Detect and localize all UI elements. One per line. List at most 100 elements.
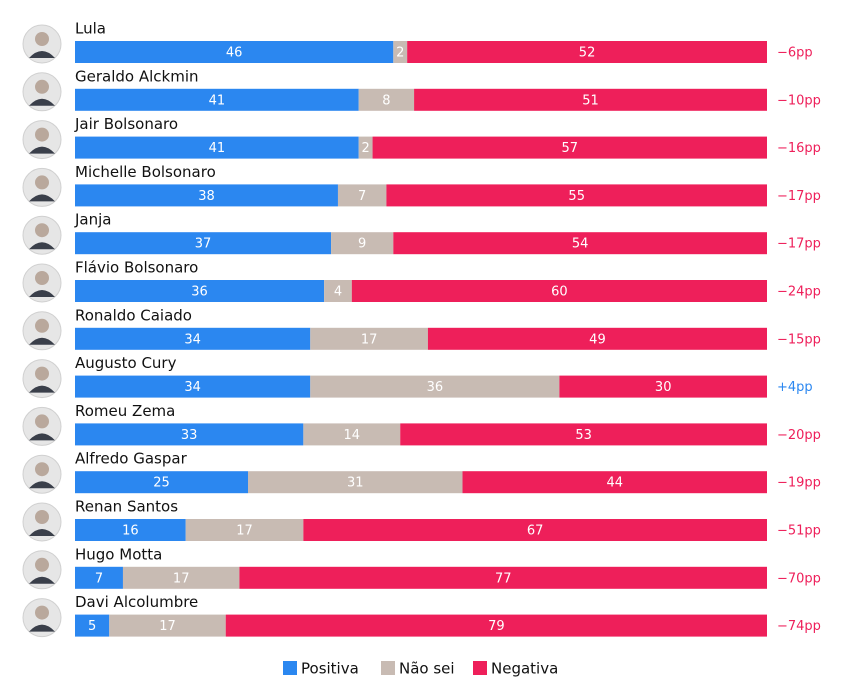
candidate-name: Alfredo Gaspar — [75, 450, 188, 468]
net-label: −70pp — [777, 571, 821, 586]
avatar-body — [29, 337, 55, 345]
bar-segment — [239, 566, 767, 589]
avatar-head — [35, 557, 49, 572]
data-label: 30 — [655, 380, 672, 395]
candidate-name: Hugo Motta — [75, 545, 162, 563]
bar-segment — [75, 519, 186, 541]
data-label: 7 — [95, 571, 103, 586]
data-label: 51 — [582, 93, 599, 108]
bar-segment — [407, 41, 767, 63]
legend-label: Positiva — [301, 660, 359, 678]
bar-segment — [75, 232, 332, 255]
bar-segment — [337, 184, 387, 207]
candidate-name: Renan Santos — [75, 498, 178, 516]
avatar-body — [29, 576, 55, 584]
candidate-name: Flávio Bolsonaro — [75, 259, 198, 277]
bar-segment — [75, 375, 311, 398]
data-label: 17 — [361, 332, 378, 347]
avatar-body — [29, 146, 55, 154]
avatar-body — [29, 385, 55, 393]
avatar-head — [35, 414, 49, 429]
avatar-head — [35, 510, 49, 524]
bar-segment — [75, 566, 123, 589]
data-label: 14 — [344, 428, 361, 443]
bar-segment — [248, 471, 463, 494]
data-label: 41 — [209, 141, 226, 156]
bar-segment — [122, 566, 240, 589]
candidate-name: Jair Bolsonaro — [74, 115, 178, 133]
legend-label: Não sei — [399, 660, 455, 678]
avatar-body — [29, 51, 55, 58]
data-label: 17 — [159, 619, 176, 634]
net-label: −17pp — [777, 189, 821, 204]
data-label: 52 — [579, 46, 596, 61]
net-label: −6pp — [777, 46, 813, 61]
data-label: 34 — [184, 380, 201, 395]
data-label: 55 — [568, 189, 585, 204]
bar-segment — [393, 41, 408, 63]
data-label: 41 — [209, 93, 226, 108]
avatar-head — [35, 175, 49, 190]
avatar-head — [35, 223, 49, 238]
avatar-head — [35, 127, 49, 142]
candidate-name: Davi Alcolumbre — [75, 593, 198, 611]
avatar-body — [29, 242, 55, 250]
candidate-name: Lula — [75, 20, 106, 38]
bar-segment — [310, 375, 560, 398]
avatar-head — [35, 366, 49, 381]
data-label: 36 — [191, 285, 208, 300]
data-label: 31 — [347, 476, 364, 491]
data-label: 79 — [488, 619, 505, 634]
avatar-body — [29, 194, 55, 202]
candidate-name: Ronaldo Caiado — [75, 306, 192, 324]
data-label: 36 — [427, 380, 444, 395]
bar-segment — [75, 423, 304, 446]
data-label: 9 — [358, 237, 366, 252]
avatar-body — [29, 433, 55, 441]
bar-segment — [462, 471, 767, 494]
legend-label: Negativa — [491, 660, 558, 678]
bar-segment — [75, 88, 359, 111]
legend-swatch — [473, 661, 487, 675]
bar-segment — [75, 136, 359, 159]
net-label: −51pp — [777, 524, 821, 539]
bar-segment — [75, 41, 394, 63]
avatar-body — [29, 290, 55, 297]
data-label: 46 — [226, 46, 243, 61]
bar-segment — [358, 88, 415, 111]
net-label: −15pp — [777, 332, 821, 347]
data-label: 7 — [358, 189, 366, 204]
net-label: −74pp — [777, 619, 821, 634]
data-label: 4 — [334, 285, 342, 300]
bar-segment — [331, 232, 394, 255]
data-label: 60 — [551, 285, 568, 300]
data-label: 77 — [495, 571, 512, 586]
data-label: 67 — [527, 524, 544, 539]
net-label: −24pp — [777, 285, 821, 300]
data-label: 25 — [153, 476, 170, 491]
avatar-head — [35, 32, 49, 46]
avatar-body — [29, 529, 55, 536]
bar-segment — [75, 280, 325, 302]
data-label: 17 — [236, 524, 253, 539]
net-label: −20pp — [777, 428, 821, 443]
data-label: 17 — [173, 571, 190, 586]
avatar-body — [29, 481, 55, 489]
data-label: 2 — [361, 141, 369, 156]
candidate-name: Augusto Cury — [75, 354, 177, 372]
data-label: 34 — [184, 332, 201, 347]
bar-segment — [358, 136, 373, 159]
bar-segment — [75, 471, 248, 494]
bar-segment — [372, 136, 767, 159]
bar-segment — [351, 280, 767, 302]
data-label: 8 — [382, 93, 390, 108]
bar-segment — [109, 614, 226, 637]
data-label: 54 — [572, 237, 589, 252]
data-label: 16 — [122, 524, 139, 539]
bar-segment — [75, 184, 338, 207]
bar-segment — [75, 614, 110, 637]
candidate-name: Geraldo Alckmin — [75, 67, 199, 85]
avatar-head — [35, 79, 49, 94]
bar-segment — [75, 327, 311, 350]
